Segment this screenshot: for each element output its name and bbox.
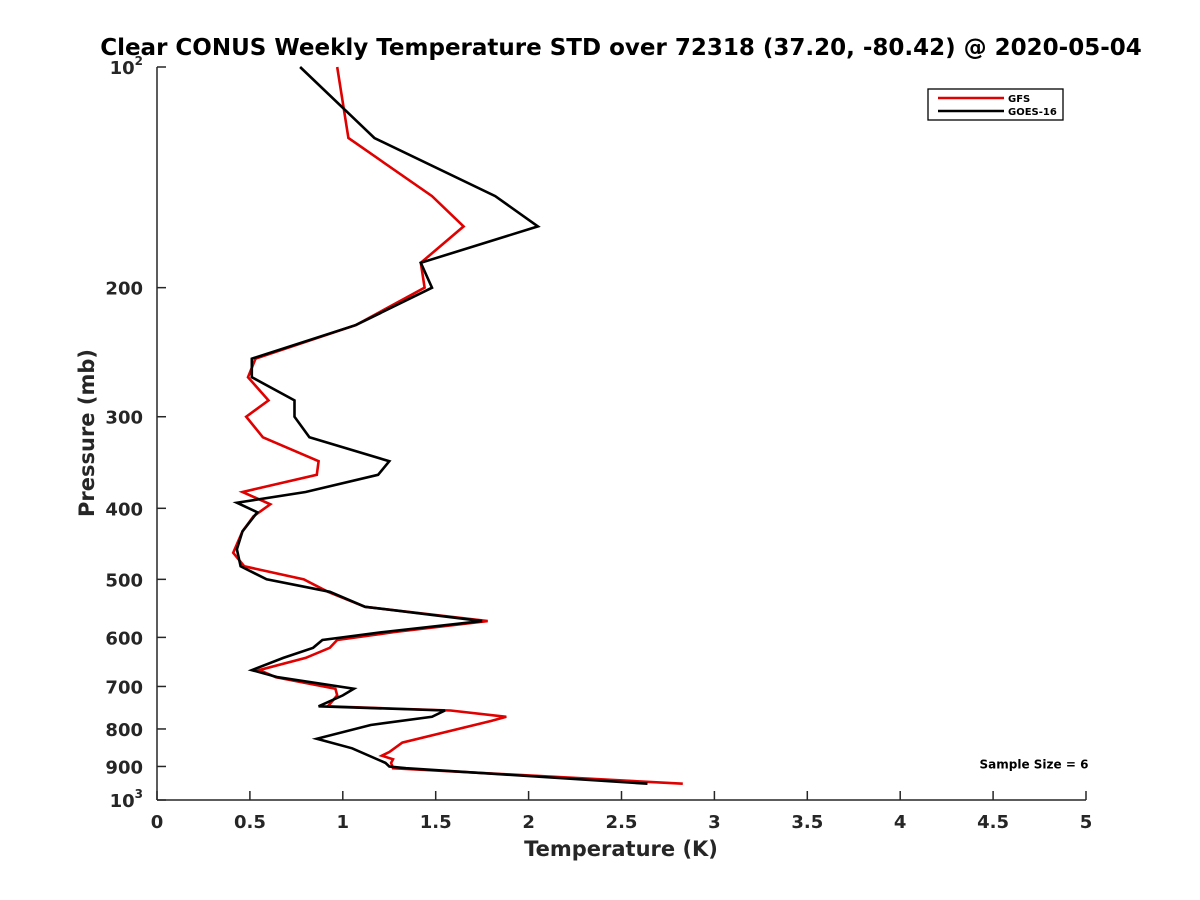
x-tick-label: 3.5 xyxy=(791,812,823,833)
legend-box xyxy=(927,88,1064,121)
axes: 0 0.5 1 1.5 2 2.5 3 3.5 4 4.5 5 102 200 300 400 500 600 7… xyxy=(105,54,1092,833)
y-tick-label: 700 xyxy=(105,677,143,698)
x-tick-label: 0 xyxy=(151,812,164,833)
legend: GFS GOES-16 xyxy=(927,88,1064,121)
y-tick-label: 400 xyxy=(105,499,143,520)
x-tick-label: 5 xyxy=(1080,812,1093,833)
y-tick-label: 200 xyxy=(105,279,143,300)
y-tick-label: 102 xyxy=(110,54,143,79)
y-tick-label: 500 xyxy=(105,570,143,591)
annotations: Sample Size = 6 xyxy=(980,758,1089,772)
x-tick-label: 1 xyxy=(337,812,350,833)
x-tick-label: 0.5 xyxy=(234,812,266,833)
y-axis-label: Pressure (mb) xyxy=(75,349,99,517)
x-tick-label: 3 xyxy=(708,812,721,833)
sample-size-annotation: Sample Size = 6 xyxy=(980,758,1089,772)
legend-label: GFS xyxy=(1008,94,1030,105)
x-tick-label: 2 xyxy=(522,812,535,833)
y-tick-label: 900 xyxy=(105,757,143,778)
y-tick-label: 300 xyxy=(105,408,143,429)
y-tick-label: 800 xyxy=(105,720,143,741)
chart-title: Clear CONUS Weekly Temperature STD over … xyxy=(100,35,1142,61)
x-tick-label: 4 xyxy=(894,812,907,833)
x-tick-label: 1.5 xyxy=(420,812,452,833)
x-tick-label: 4.5 xyxy=(977,812,1009,833)
series-line-goes-16 xyxy=(232,66,648,785)
legend-label: GOES-16 xyxy=(1008,107,1057,118)
plot-lines xyxy=(231,66,683,785)
y-tick-label: 600 xyxy=(105,628,143,649)
x-tick-label: 2.5 xyxy=(606,812,638,833)
x-axis-label: Temperature (K) xyxy=(524,837,718,861)
y-tick-label: 103 xyxy=(110,787,143,812)
